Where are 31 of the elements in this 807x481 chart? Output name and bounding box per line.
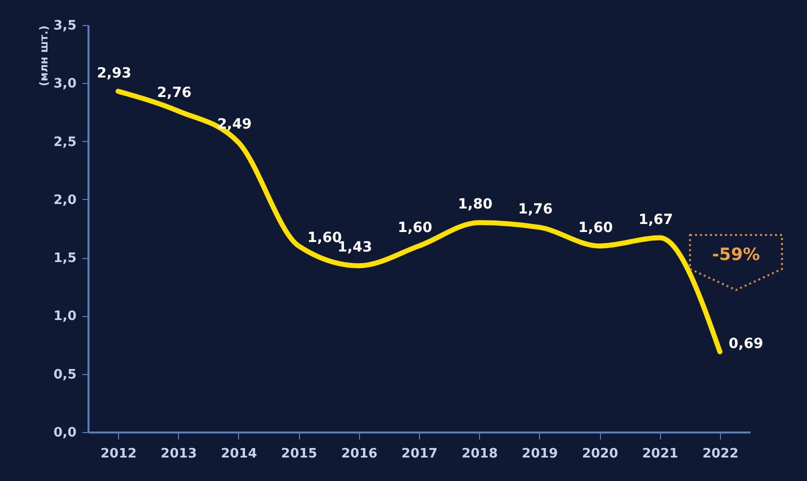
y-tick-label: 1,0	[53, 309, 76, 324]
data-label: 1,60	[398, 220, 433, 236]
x-tick-label: 2021	[642, 446, 678, 462]
y-tick-label: 3,5	[53, 18, 76, 34]
data-label: 1,76	[518, 201, 553, 218]
data-label: 1,67	[638, 212, 673, 228]
data-label: 1,80	[458, 196, 493, 213]
data-label: 0,69	[728, 336, 764, 352]
data-label: 2,49	[217, 116, 252, 132]
x-tick-label: 2014	[220, 446, 258, 462]
data-label: 2,93	[96, 65, 132, 82]
x-tick-label: 2015	[281, 446, 318, 462]
x-tick-label: 2012	[100, 446, 137, 462]
data-label: 1,60	[307, 230, 342, 246]
y-tick-label: 2,0	[53, 192, 76, 208]
y-tick-label: 2,5	[53, 134, 76, 150]
x-tick-label: 2019	[522, 446, 558, 462]
x-tick-label: 2013	[160, 446, 197, 462]
data-label: 2,76	[157, 85, 192, 102]
x-tick-label: 2017	[401, 446, 438, 462]
y-axis-title: (млн шт.)	[37, 26, 50, 86]
y-tick-label: 0,5	[53, 367, 76, 382]
data-label: 1,60	[578, 220, 614, 236]
y-tick-label: 0,0	[53, 426, 76, 440]
x-tick-label: 2016	[341, 446, 378, 462]
annotation: -59%	[712, 245, 760, 265]
x-tick-label: 2022	[702, 446, 739, 462]
x-tick-label: 2018	[462, 446, 498, 462]
y-tick-label: 1,5	[53, 251, 76, 266]
y-tick-label: 3,0	[53, 76, 76, 92]
x-tick-label: 2020	[582, 446, 618, 462]
